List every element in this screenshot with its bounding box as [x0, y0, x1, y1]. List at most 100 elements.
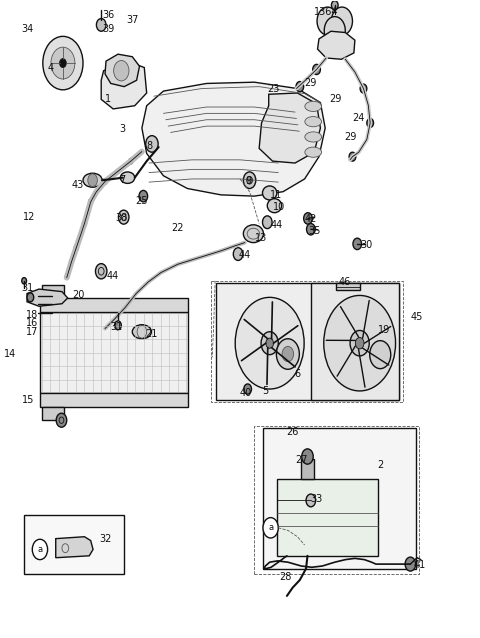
Circle shape: [360, 84, 367, 93]
Text: 17: 17: [25, 327, 38, 338]
Circle shape: [60, 59, 66, 68]
Circle shape: [349, 152, 356, 161]
Text: 9: 9: [245, 177, 251, 186]
Text: 14: 14: [4, 349, 16, 359]
Text: a: a: [37, 545, 43, 554]
Text: 16: 16: [25, 318, 38, 329]
Circle shape: [115, 321, 121, 330]
Circle shape: [103, 178, 108, 184]
Circle shape: [313, 64, 321, 75]
Circle shape: [296, 82, 304, 92]
Text: 34: 34: [21, 24, 33, 34]
Ellipse shape: [120, 172, 135, 183]
Text: 44: 44: [271, 219, 283, 230]
Circle shape: [263, 216, 272, 228]
Circle shape: [367, 119, 373, 128]
Bar: [40, 298, 188, 312]
Text: 44: 44: [239, 250, 251, 260]
Bar: [263, 429, 416, 568]
Circle shape: [129, 158, 133, 165]
Text: 31: 31: [110, 322, 123, 332]
Text: 20: 20: [72, 290, 85, 300]
Text: 46: 46: [338, 277, 350, 287]
Circle shape: [233, 248, 243, 260]
Text: 43: 43: [71, 181, 84, 190]
Bar: [277, 479, 378, 556]
Text: 5: 5: [262, 386, 268, 396]
Circle shape: [43, 36, 83, 90]
Circle shape: [304, 212, 312, 224]
Text: 36: 36: [102, 10, 115, 20]
Bar: [40, 312, 188, 394]
Circle shape: [51, 47, 75, 79]
Bar: [254, 426, 420, 574]
Text: 27: 27: [295, 456, 308, 465]
Text: 29: 29: [304, 78, 316, 89]
Polygon shape: [318, 31, 355, 59]
Bar: [301, 459, 314, 479]
Circle shape: [324, 295, 396, 391]
Polygon shape: [27, 289, 68, 306]
Bar: [40, 394, 188, 408]
Circle shape: [261, 332, 278, 355]
Circle shape: [331, 1, 338, 10]
Text: 22: 22: [171, 223, 184, 233]
Text: 25: 25: [136, 196, 148, 205]
Circle shape: [355, 338, 364, 349]
Text: 30: 30: [360, 240, 373, 250]
Polygon shape: [142, 82, 325, 196]
Circle shape: [370, 341, 391, 369]
Circle shape: [276, 339, 300, 369]
Text: 24: 24: [352, 114, 365, 124]
Bar: [24, 515, 124, 574]
Circle shape: [96, 19, 106, 31]
Text: 29: 29: [330, 94, 342, 105]
Text: 37: 37: [126, 15, 139, 25]
Bar: [42, 285, 64, 298]
Ellipse shape: [132, 325, 152, 339]
Text: 7: 7: [120, 175, 126, 185]
Text: 10: 10: [273, 202, 286, 212]
Circle shape: [119, 210, 129, 224]
Text: 1: 1: [105, 94, 111, 105]
Ellipse shape: [305, 132, 322, 142]
Bar: [42, 408, 64, 420]
Ellipse shape: [305, 101, 322, 112]
Polygon shape: [259, 93, 321, 163]
Circle shape: [282, 346, 294, 362]
Circle shape: [263, 517, 278, 538]
Circle shape: [32, 539, 48, 560]
Circle shape: [22, 278, 26, 284]
Text: 39: 39: [102, 24, 115, 34]
Text: 4: 4: [48, 63, 54, 73]
Circle shape: [405, 557, 416, 571]
Text: 18: 18: [25, 309, 38, 320]
Circle shape: [307, 223, 315, 235]
Circle shape: [266, 338, 274, 348]
Text: 35: 35: [308, 226, 320, 236]
Circle shape: [146, 136, 158, 152]
Text: 8: 8: [146, 141, 152, 151]
Ellipse shape: [263, 186, 277, 200]
Circle shape: [114, 61, 129, 81]
Bar: [336, 283, 360, 290]
Text: 3: 3: [120, 124, 126, 134]
Text: 32: 32: [100, 533, 112, 544]
Circle shape: [88, 198, 93, 205]
Text: 38: 38: [116, 214, 128, 223]
Bar: [311, 283, 399, 400]
Text: 44: 44: [107, 271, 120, 281]
Circle shape: [317, 7, 338, 35]
Circle shape: [56, 413, 67, 427]
Circle shape: [331, 7, 352, 35]
Text: 12: 12: [23, 212, 36, 222]
Text: 11: 11: [270, 190, 282, 200]
Text: 41: 41: [413, 560, 426, 570]
Text: 6: 6: [294, 369, 300, 380]
Text: 13: 13: [254, 233, 267, 243]
Circle shape: [82, 220, 87, 226]
Text: 15: 15: [22, 395, 34, 405]
Text: a: a: [268, 523, 273, 532]
Circle shape: [302, 449, 313, 464]
Text: 31: 31: [21, 283, 33, 293]
